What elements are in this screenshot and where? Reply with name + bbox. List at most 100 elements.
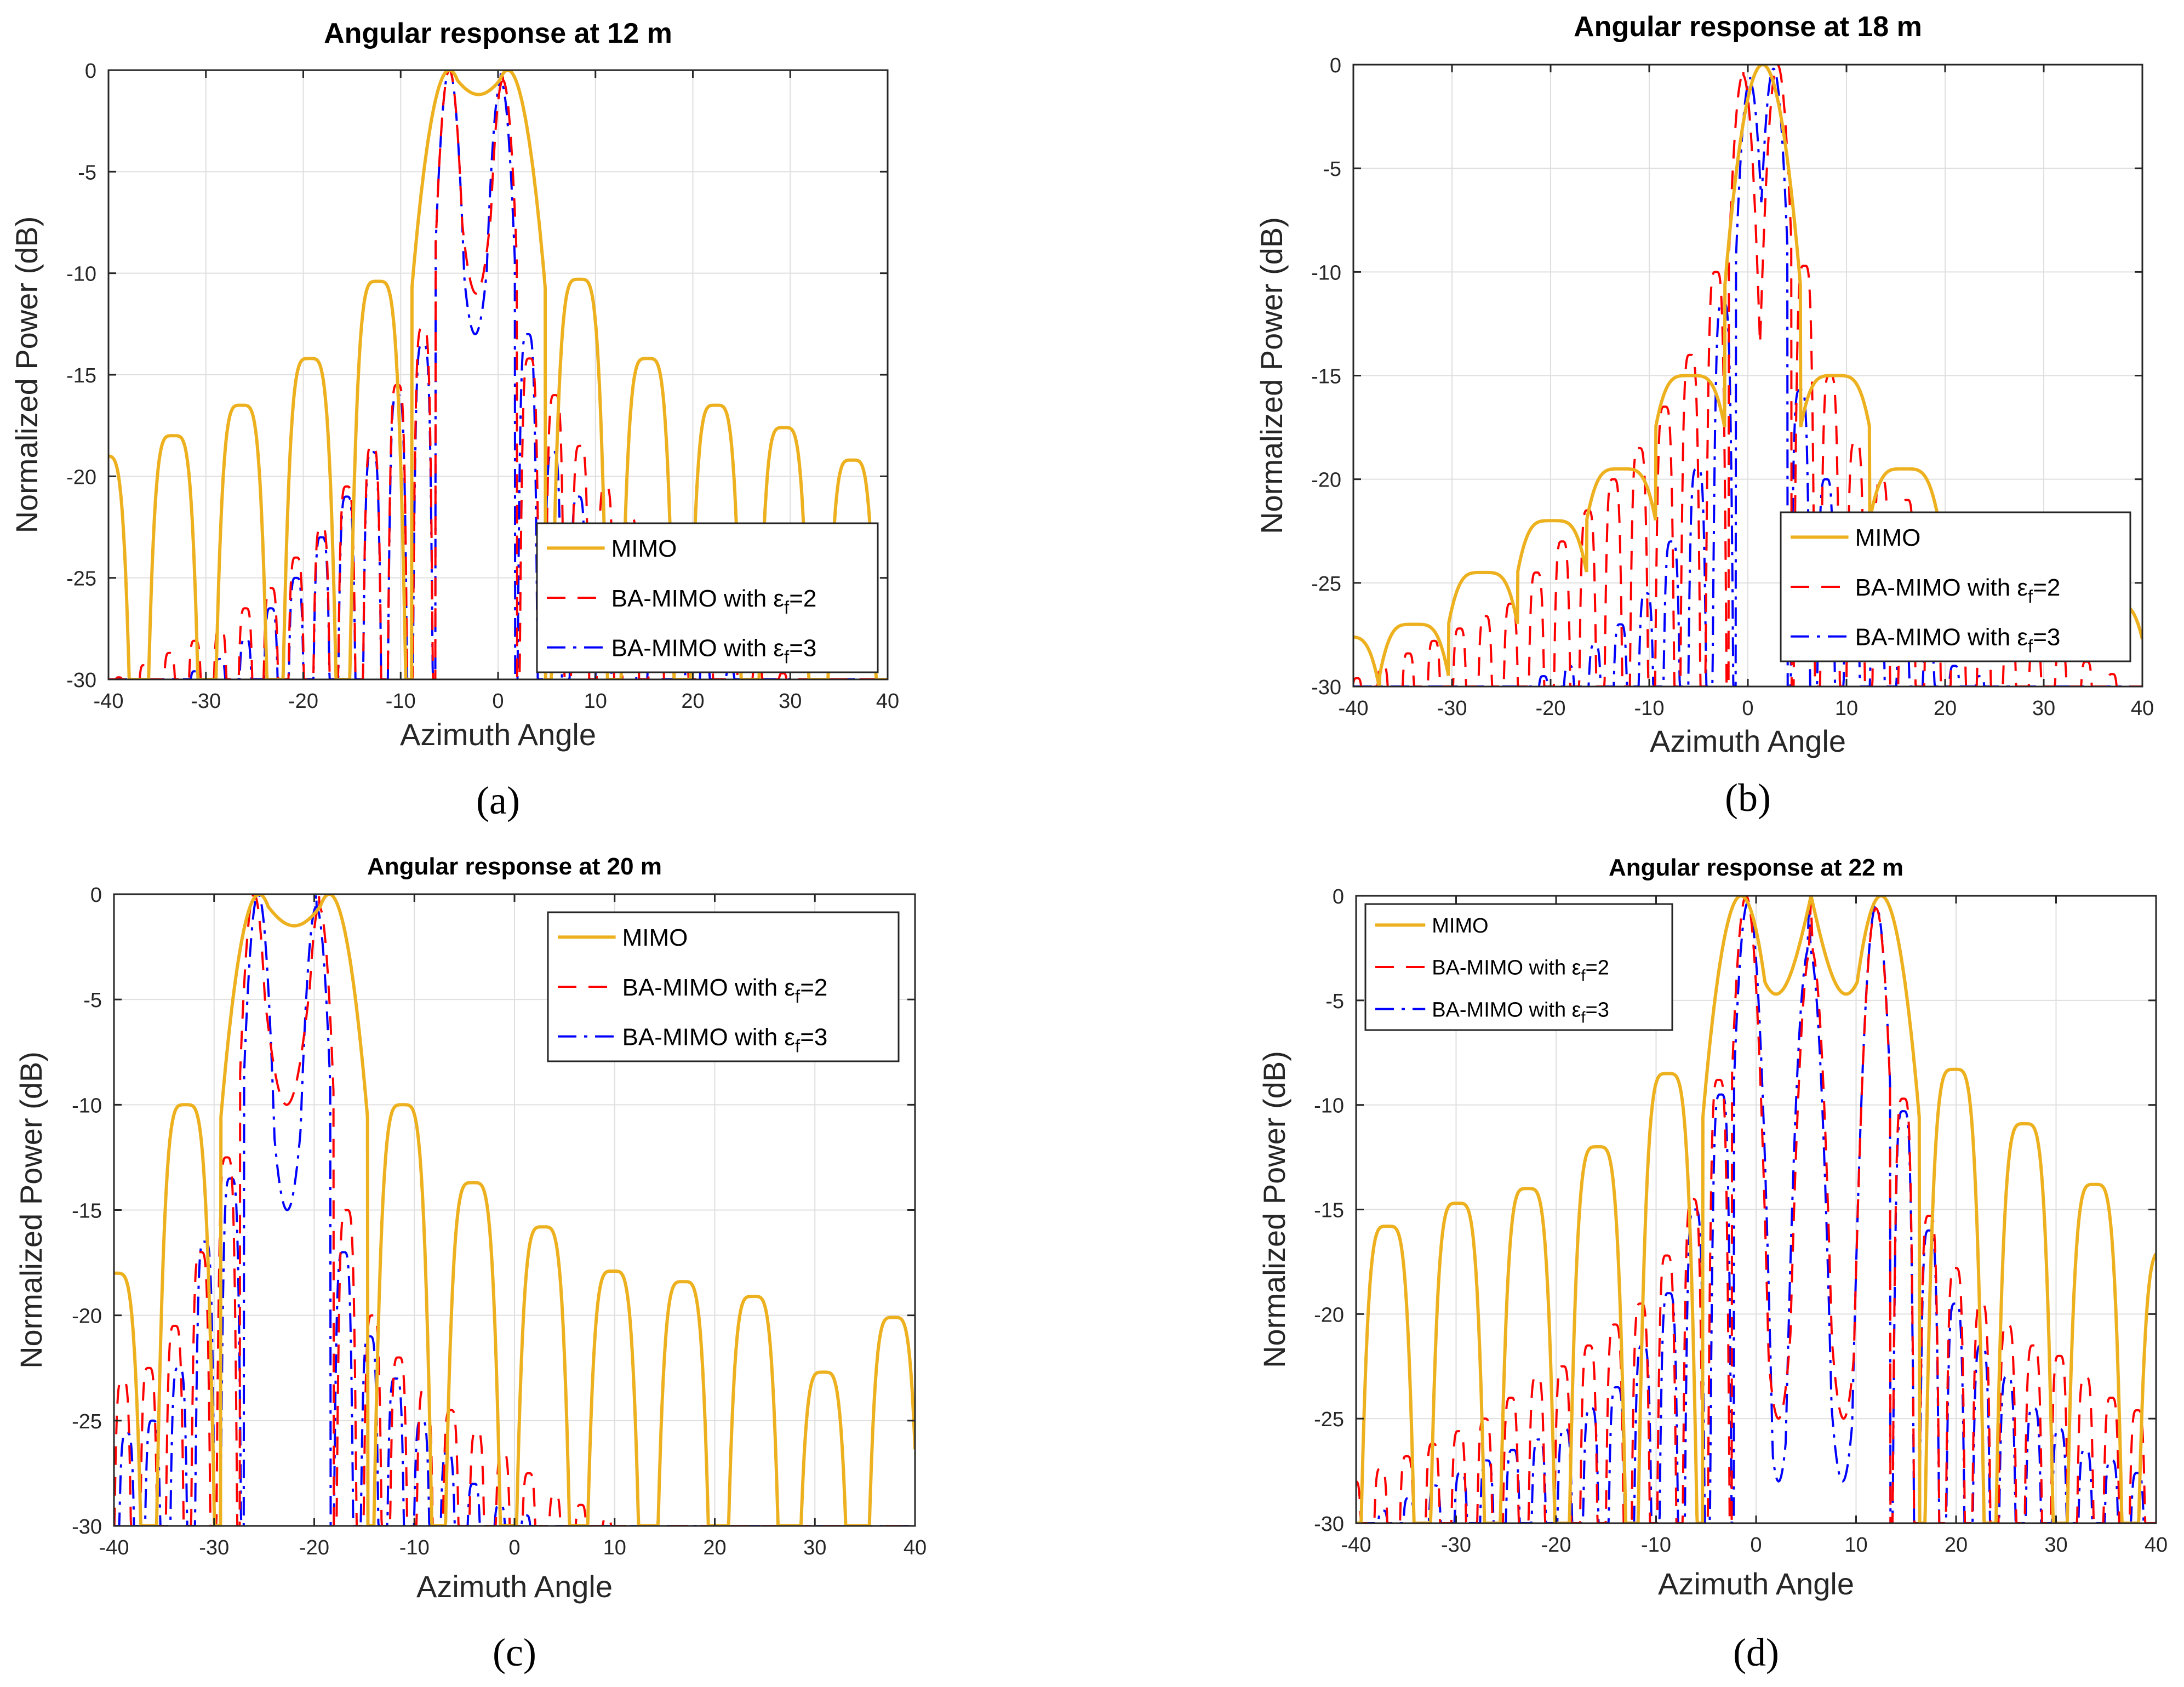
y-tick-label: -15 bbox=[1314, 1199, 1344, 1222]
y-tick-label: -5 bbox=[1323, 158, 1341, 181]
x-tick-label: 20 bbox=[1945, 1534, 1968, 1557]
x-tick-label: 10 bbox=[584, 690, 607, 713]
legend-entry: BA-MIMO with εf=2 bbox=[1432, 957, 1609, 985]
y-tick-label: -10 bbox=[66, 263, 96, 286]
y-tick-label: -20 bbox=[72, 1305, 102, 1328]
y-axis-label: Normalized Power (dB) bbox=[1254, 217, 1289, 534]
y-axis-label: Normalized Power (dB) bbox=[14, 1051, 48, 1369]
chart-panel-c: -40 -30 -20 -10 0 10 20 30 40-30-25-20-15-10-50A… bbox=[14, 853, 927, 1674]
legend: MIMO BA-MIMO with εf=2 BA-MIMO with εf=3 bbox=[1780, 511, 2131, 662]
chart-panel-a: -40 -30 -20 -10 0 10 20 30 40-30-25-20-15-10-50A… bbox=[9, 18, 899, 822]
y-tick-label: -30 bbox=[1311, 676, 1341, 699]
y-tick-label: -5 bbox=[1325, 990, 1344, 1013]
chart-title: Angular response at 18 m bbox=[1574, 11, 1922, 43]
chart-title: Angular response at 20 m bbox=[367, 853, 662, 880]
legend-entry: MIMO bbox=[1855, 524, 1921, 551]
x-axis-label: Azimuth Angle bbox=[1650, 724, 1846, 758]
x-tick-label: 0 bbox=[492, 690, 504, 713]
series-line-mimo bbox=[114, 894, 915, 1526]
y-tick-label: 0 bbox=[1333, 885, 1344, 908]
legend: MIMO BA-MIMO with εf=2 BA-MIMO with εf=3 bbox=[1364, 903, 1673, 1031]
legend-entry: BA-MIMO with εf=3 bbox=[1432, 998, 1609, 1026]
x-tick-label: -10 bbox=[1641, 1534, 1671, 1557]
x-axis-label: Azimuth Angle bbox=[1658, 1566, 1854, 1601]
legend-entry: BA-MIMO with εf=2 bbox=[1855, 574, 2061, 607]
y-tick-label: -10 bbox=[1311, 261, 1341, 284]
y-tick-label: -10 bbox=[1314, 1095, 1344, 1118]
chart-title: Angular response at 22 m bbox=[1609, 854, 1903, 881]
y-tick-label: -20 bbox=[66, 466, 96, 489]
x-tick-label: 0 bbox=[508, 1536, 520, 1559]
y-tick-label: -25 bbox=[72, 1410, 102, 1433]
x-axis-label: Azimuth Angle bbox=[416, 1569, 613, 1604]
series-line-mimo bbox=[108, 70, 888, 679]
y-tick-label: -15 bbox=[66, 364, 96, 387]
x-tick-label: -30 bbox=[1441, 1534, 1471, 1557]
x-tick-label: 40 bbox=[904, 1536, 927, 1559]
x-tick-label: -30 bbox=[191, 690, 221, 713]
y-tick-label: -30 bbox=[66, 669, 96, 692]
x-tick-label: -40 bbox=[1339, 697, 1369, 720]
legend-entry: BA-MIMO with εf=2 bbox=[622, 974, 828, 1007]
legend-entry: BA-MIMO with εf=3 bbox=[622, 1024, 828, 1056]
series-line-ba-mimo-ef3 bbox=[1356, 901, 2156, 1523]
x-tick-label: 30 bbox=[2044, 1534, 2067, 1557]
x-tick-label: -40 bbox=[94, 690, 124, 713]
series-line-ba-mimo-ef2 bbox=[1356, 896, 2156, 1523]
y-tick-label: -25 bbox=[1314, 1408, 1344, 1431]
panel-label: (b) bbox=[1725, 776, 1771, 820]
x-tick-label: 40 bbox=[876, 690, 899, 713]
legend-entry: MIMO bbox=[622, 924, 688, 951]
x-tick-label: -20 bbox=[1536, 697, 1566, 720]
y-tick-label: -25 bbox=[1311, 573, 1341, 596]
x-tick-label: 30 bbox=[803, 1536, 826, 1559]
x-tick-label: -40 bbox=[99, 1536, 129, 1559]
x-tick-label: 30 bbox=[2032, 697, 2055, 720]
x-tick-label: 10 bbox=[603, 1536, 626, 1559]
legend-entry: MIMO bbox=[611, 535, 677, 562]
x-tick-label: 20 bbox=[1934, 697, 1957, 720]
panel-label: (c) bbox=[493, 1631, 536, 1674]
y-tick-label: -5 bbox=[78, 161, 96, 184]
x-tick-label: 30 bbox=[779, 690, 802, 713]
y-tick-label: 0 bbox=[1330, 54, 1341, 77]
x-tick-label: 0 bbox=[1742, 697, 1753, 720]
legend-entry: BA-MIMO with εf=3 bbox=[611, 635, 817, 667]
x-tick-label: 0 bbox=[1750, 1534, 1762, 1557]
legend-entry: BA-MIMO with εf=2 bbox=[611, 585, 817, 617]
x-tick-label: -10 bbox=[386, 690, 416, 713]
legend-entry: BA-MIMO with εf=3 bbox=[1855, 624, 2061, 656]
y-tick-label: -20 bbox=[1311, 469, 1341, 492]
x-tick-label: -20 bbox=[1541, 1534, 1571, 1557]
y-tick-label: -30 bbox=[1314, 1513, 1344, 1536]
y-axis-label: Normalized Power (dB) bbox=[9, 216, 44, 534]
x-tick-label: 10 bbox=[1835, 697, 1858, 720]
x-tick-label: -40 bbox=[1341, 1534, 1371, 1557]
legend: MIMO BA-MIMO with εf=2 BA-MIMO with εf=3 bbox=[536, 522, 879, 673]
x-tick-label: 20 bbox=[681, 690, 704, 713]
panel-label: (d) bbox=[1733, 1631, 1779, 1674]
chart-panel-b: -40 -30 -20 -10 0 10 20 30 40-30-25-20-15-10-50A… bbox=[1254, 11, 2154, 820]
chart-panel-d: -40 -30 -20 -10 0 10 20 30 40-30-25-20-15-10-50A… bbox=[1257, 854, 2168, 1674]
x-tick-label: -10 bbox=[1634, 697, 1665, 720]
legend-entry: MIMO bbox=[1432, 914, 1488, 937]
y-tick-label: 0 bbox=[85, 60, 96, 83]
x-tick-label: -20 bbox=[288, 690, 318, 713]
panel-label: (a) bbox=[476, 779, 520, 822]
y-tick-label: -10 bbox=[72, 1094, 102, 1117]
y-tick-label: -20 bbox=[1314, 1303, 1344, 1326]
x-tick-label: -10 bbox=[399, 1536, 430, 1559]
x-tick-label: 20 bbox=[703, 1536, 726, 1559]
chart-title: Angular response at 12 m bbox=[324, 18, 672, 49]
x-tick-label: 10 bbox=[1844, 1534, 1867, 1557]
series-line-mimo bbox=[1356, 896, 2156, 1523]
x-tick-label: -30 bbox=[199, 1536, 229, 1559]
y-tick-label: -25 bbox=[66, 568, 96, 591]
y-tick-label: -15 bbox=[1311, 365, 1341, 388]
y-tick-label: -5 bbox=[83, 989, 102, 1012]
x-axis-label: Azimuth Angle bbox=[400, 717, 596, 752]
y-tick-label: 0 bbox=[90, 884, 102, 907]
x-tick-label: 40 bbox=[2131, 697, 2154, 720]
